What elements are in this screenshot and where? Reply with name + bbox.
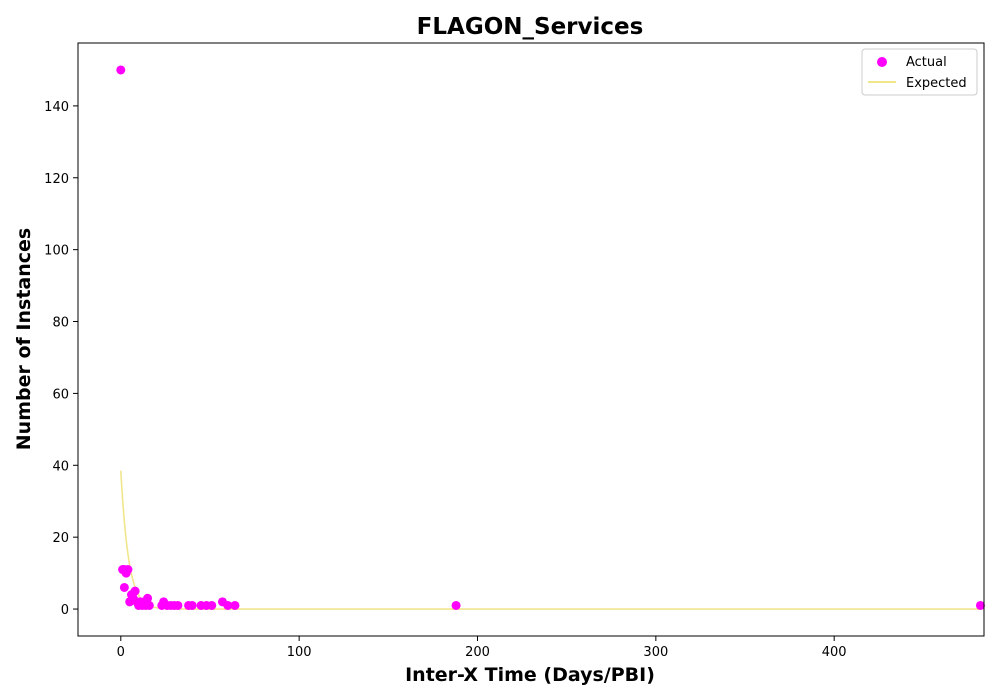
chart-title: FLAGON_Services: [417, 14, 644, 40]
actual-data-point: [230, 600, 240, 610]
actual-data-point: [144, 600, 154, 610]
expected-series-layer: [120, 470, 981, 610]
y-tick-label: 140: [44, 100, 69, 115]
actual-data-point: [116, 65, 126, 75]
actual-data-point: [223, 600, 233, 610]
actual-series-layer: [116, 65, 985, 610]
plot-area-frame: [77, 42, 985, 637]
y-tick-label: 60: [52, 387, 69, 402]
y-axis-ticks: 0 20 40 60 80 100 120 140: [44, 100, 78, 618]
actual-data-point: [123, 565, 133, 575]
actual-data-point: [143, 593, 153, 603]
legend: Actual Expected: [861, 48, 978, 96]
y-tick-label: 0: [61, 603, 69, 618]
x-tick-label: 200: [465, 645, 490, 660]
legend-box: [861, 48, 978, 96]
y-tick-label: 20: [52, 531, 69, 546]
expected-series-line: [120, 470, 981, 610]
actual-data-point: [173, 600, 183, 610]
y-axis-label: Number of Instances: [13, 228, 35, 450]
y-tick-label: 100: [44, 244, 69, 259]
x-tick-label: 0: [117, 645, 125, 660]
y-tick-label: 40: [52, 459, 69, 474]
actual-data-point: [130, 586, 140, 596]
actual-data-point: [975, 600, 985, 610]
x-tick-label: 100: [287, 645, 312, 660]
x-axis-label: Inter-X Time (Days/PBI): [405, 664, 655, 686]
actual-data-point: [119, 582, 129, 592]
actual-data-point: [207, 600, 217, 610]
x-tick-label: 400: [822, 645, 847, 660]
y-tick-label: 80: [52, 316, 69, 331]
legend-actual-label: Actual: [906, 55, 947, 70]
x-tick-label: 300: [643, 645, 668, 660]
actual-data-point: [187, 600, 197, 610]
actual-data-point: [451, 600, 461, 610]
x-axis-ticks: 0100200300400500: [117, 636, 847, 660]
legend-actual-marker-icon: [877, 57, 887, 67]
y-tick-label: 120: [44, 172, 69, 187]
legend-expected-label: Expected: [906, 76, 967, 91]
